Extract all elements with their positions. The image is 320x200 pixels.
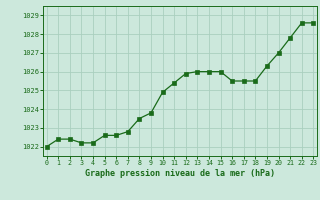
X-axis label: Graphe pression niveau de la mer (hPa): Graphe pression niveau de la mer (hPa) <box>85 169 275 178</box>
